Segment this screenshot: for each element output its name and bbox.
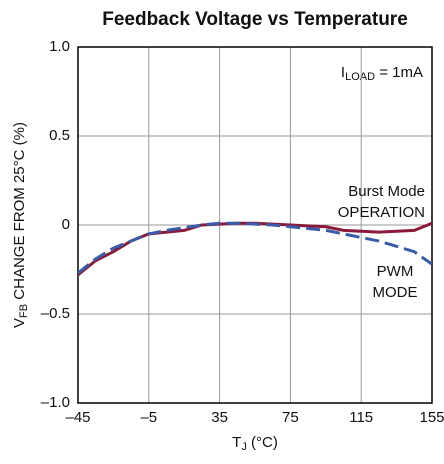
y-tick-label: 0.5 — [49, 127, 70, 144]
x-tick-label: 115 — [349, 409, 373, 426]
y-axis-label: VFB CHANGE FROM 25°C (%) — [11, 122, 30, 328]
series-label-line: MODE — [373, 284, 418, 301]
y-tick-label: –1.0 — [41, 394, 70, 411]
y-tick-label: 0 — [62, 216, 70, 233]
plot-frame — [77, 46, 433, 404]
chart-title: Feedback Voltage vs Temperature — [102, 9, 408, 30]
series-label-line: OPERATION — [338, 204, 425, 221]
x-tick-label: –45 — [65, 409, 90, 426]
x-tick-label: 75 — [282, 409, 299, 426]
y-tick-label: –0.5 — [41, 305, 70, 322]
series-label: Burst Mode OPERATION — [338, 183, 425, 221]
x-tick-label: –5 — [140, 409, 157, 426]
y-tick-label: 1.0 — [49, 38, 70, 55]
x-axis-label: TJ (°C) — [232, 434, 278, 453]
x-tick-label: 155 — [419, 409, 444, 426]
series-line — [78, 221, 432, 275]
series-label-line: PWM — [377, 263, 414, 280]
series-label-line: Burst Mode — [348, 183, 425, 200]
x-tick-label: 35 — [211, 409, 228, 426]
load-annotation: ILOAD = 1mA — [341, 64, 423, 83]
series-label: PWM MODE — [373, 263, 418, 301]
